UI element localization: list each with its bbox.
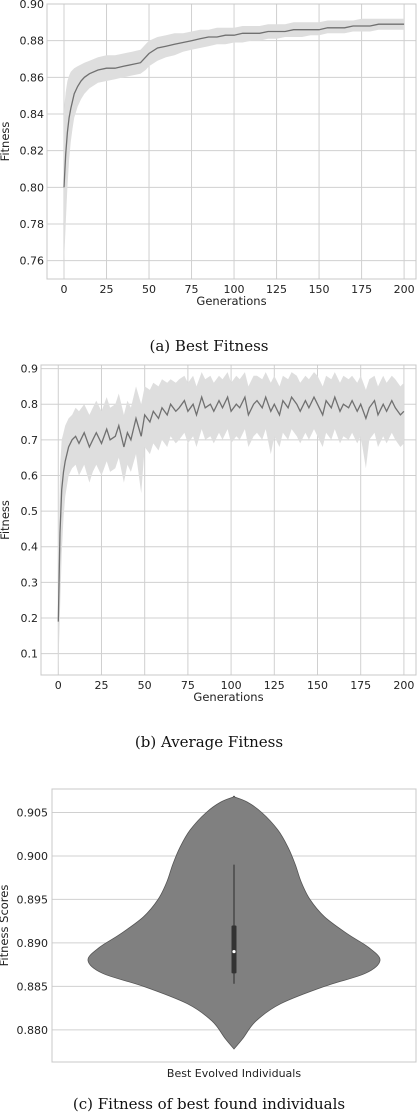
x-tick-label: 0: [55, 679, 62, 692]
x-tick-label: 100: [221, 679, 242, 692]
plot-frame: [40, 364, 417, 676]
y-axis-label: Fitness Scores: [0, 885, 11, 967]
x-tick-label: 50: [138, 679, 152, 692]
x-tick-label: 100: [224, 283, 245, 296]
fitness-line: [63, 23, 405, 188]
y-tick-label: 0.80: [20, 181, 45, 194]
x-tick-label: 50: [142, 283, 156, 296]
y-tick-label: 0.890: [17, 937, 49, 950]
y-tick-label: 0.905: [17, 806, 49, 819]
x-tick-label: 75: [185, 283, 199, 296]
x-tick-label: 175: [351, 283, 372, 296]
y-tick-label: 0.5: [21, 505, 39, 518]
x-axis-label: Generations: [193, 690, 263, 704]
y-axis-label: Fitness: [0, 500, 12, 540]
x-tick-label: 125: [264, 679, 285, 692]
plot-frame: [46, 3, 417, 280]
y-axis-label: Fitness: [0, 122, 12, 162]
y-tick-label: 0.885: [17, 980, 49, 993]
plot-area: [47, 4, 416, 279]
y-tick-label: 0.9: [21, 363, 39, 376]
x-category-label: Best Evolved Individuals: [167, 1067, 301, 1080]
y-tick-label: 0.1: [21, 648, 39, 661]
x-axis-label: Generations: [196, 294, 266, 308]
y-tick-label: 0.7: [21, 434, 39, 447]
best-fitness-chart: 0 25 50 75 100 125 150 175 200 0.76 0.78 0.80 0.82 0.…: [0, 0, 417, 308]
y-tick-label: 0.895: [17, 893, 49, 906]
fitness-violin-chart: 0.880 0.885 0.890 0.895 0.900 0.905 Best Evolv…: [0, 788, 417, 1080]
y-tick-label: 0.88: [20, 35, 45, 48]
x-tick-label: 25: [94, 679, 108, 692]
x-tick-label: 0: [61, 283, 68, 296]
plot-frame: [51, 788, 417, 1063]
average-fitness-caption: (b) Average Fitness: [135, 733, 283, 751]
y-tick-label: 0.76: [20, 255, 45, 268]
fitness-line: [57, 394, 405, 622]
x-tick-label: 150: [309, 283, 330, 296]
x-tick-label: 75: [181, 679, 195, 692]
y-tick-label: 0.86: [20, 71, 45, 84]
y-tick-label: 0.880: [17, 1024, 49, 1037]
y-tick-label: 0.82: [20, 145, 45, 158]
y-tick-label: 0.4: [21, 541, 39, 554]
y-tick-label: 0.84: [20, 108, 45, 121]
iqr-box: [231, 925, 237, 974]
median-point: [232, 949, 236, 954]
y-tick-label: 0.900: [17, 850, 49, 863]
std-band: [58, 372, 404, 668]
x-tick-label: 200: [393, 679, 414, 692]
y-tick-label: 0.90: [20, 0, 45, 11]
y-tick-label: 0.8: [21, 398, 39, 411]
x-tick-label: 150: [307, 679, 328, 692]
x-tick-label: 25: [100, 283, 114, 296]
x-tick-label: 200: [394, 283, 415, 296]
average-fitness-chart: 0 25 50 75 100 125 150 175 200 0.1 0.2 0.3 0.4 0.5 0.6…: [0, 363, 417, 704]
best-fitness-caption: (a) Best Fitness: [150, 337, 269, 355]
y-tick-label: 0.78: [20, 218, 45, 231]
y-tick-label: 0.3: [21, 576, 39, 589]
x-tick-label: 175: [350, 679, 371, 692]
y-tick-label: 0.6: [21, 469, 39, 482]
x-tick-label: 125: [266, 283, 287, 296]
y-tick-label: 0.2: [21, 612, 39, 625]
violin-caption: (c) Fitness of best found individuals: [73, 1095, 345, 1112]
